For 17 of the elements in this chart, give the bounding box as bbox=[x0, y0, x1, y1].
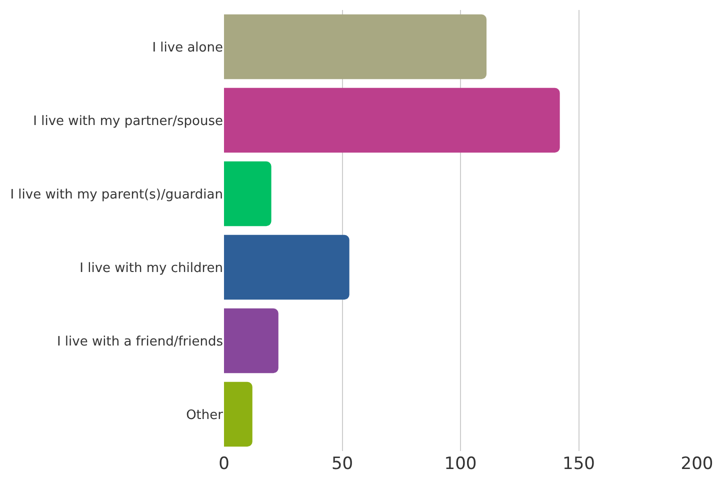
x-tick-label: 200 bbox=[680, 454, 714, 474]
bar bbox=[224, 161, 272, 226]
bar bbox=[224, 308, 278, 374]
x-tick-label: 100 bbox=[444, 454, 477, 474]
x-tick-label: 50 bbox=[331, 454, 354, 474]
bar bbox=[224, 382, 252, 447]
y-tick-label: I live with my children bbox=[80, 260, 223, 276]
y-tick-label: I live alone bbox=[152, 40, 223, 56]
y-tick-label: Other bbox=[186, 408, 224, 423]
x-tick-label: 0 bbox=[218, 454, 230, 474]
x-tick-label: 150 bbox=[562, 454, 595, 474]
y-tick-label: I live with my partner/spouse bbox=[33, 114, 223, 129]
y-tick-label: I live with a friend/friends bbox=[56, 334, 224, 350]
y-tick-label: I live with my parent(s)/guardian bbox=[10, 187, 223, 202]
bar bbox=[224, 88, 560, 153]
bar bbox=[224, 14, 487, 80]
bar bbox=[224, 234, 350, 300]
